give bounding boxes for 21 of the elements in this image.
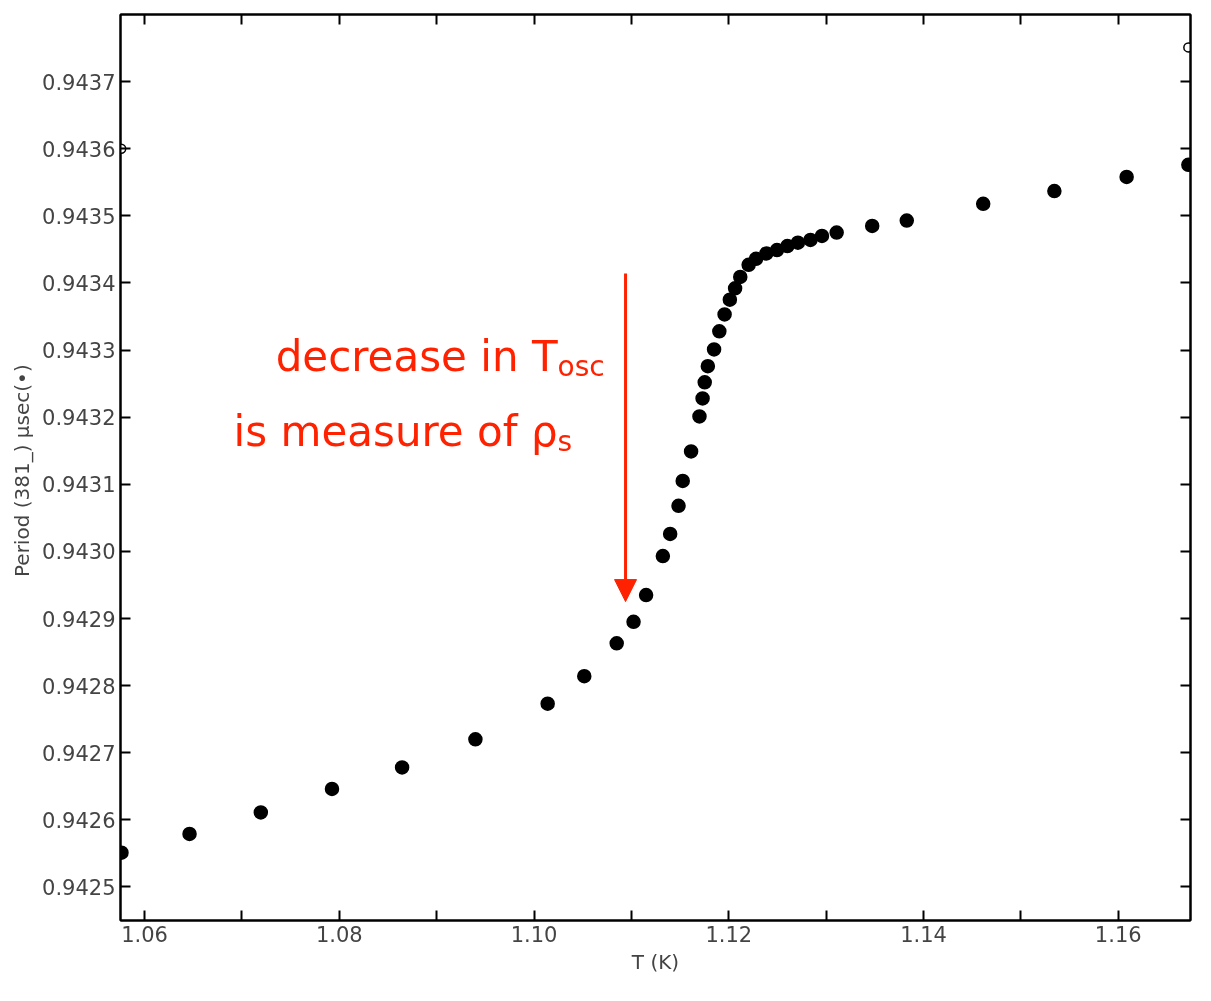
y-tick-label: 0.9426 [42,808,116,833]
x-tick-label: 1.06 [121,922,168,947]
x-tick-label: 1.10 [510,922,558,947]
y-axis-title: Period (381_) μsec(•) [10,364,35,578]
y-tick-label: 0.9437 [42,70,116,95]
x-tick-label: 1.08 [315,922,363,947]
x-tick-label: 1.16 [1094,922,1142,947]
y-tick-label: 0.9425 [42,875,116,900]
y-tick-label: 0.9430 [42,540,116,565]
y-tick-label: 0.9435 [42,204,116,229]
x-axis-title: T (K) [630,949,680,974]
y-tick-label: 0.9436 [42,137,116,162]
y-tick-label: 0.9429 [42,607,116,632]
y-tick-label: 0.9427 [42,741,116,766]
x-tick-label: 1.14 [900,922,947,947]
y-tick-label: 0.9431 [42,473,116,498]
y-tick-label: 0.9428 [42,674,116,699]
y-tick-label: 0.9434 [42,271,116,296]
y-tick-label: 0.9432 [42,406,116,431]
y-tick-label: 0.9433 [42,339,116,364]
x-tick-label: 1.12 [705,922,753,947]
